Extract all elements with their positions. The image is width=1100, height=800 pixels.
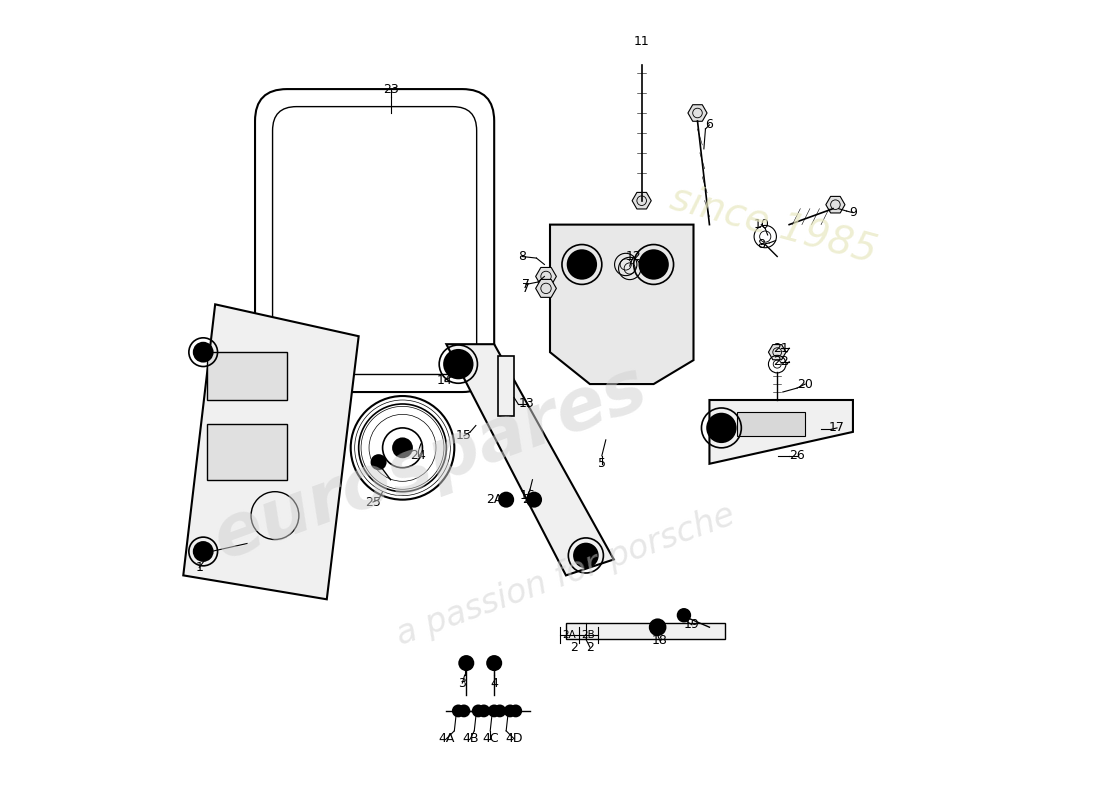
Text: a passion for porsche: a passion for porsche [392, 498, 740, 652]
Text: 2A: 2A [562, 630, 576, 640]
Polygon shape [184, 304, 359, 599]
Circle shape [650, 619, 666, 635]
Text: 4C: 4C [482, 732, 498, 746]
Text: 25: 25 [365, 495, 381, 509]
Text: 19: 19 [684, 618, 700, 631]
Circle shape [494, 706, 505, 717]
Text: 21: 21 [773, 342, 789, 354]
Polygon shape [536, 267, 557, 286]
Polygon shape [447, 344, 614, 575]
Text: 2B: 2B [521, 493, 538, 506]
Text: 14: 14 [437, 374, 452, 386]
Circle shape [707, 414, 736, 442]
Text: 10: 10 [754, 218, 769, 231]
Text: 20: 20 [798, 378, 813, 390]
Polygon shape [769, 345, 786, 360]
Text: 5: 5 [597, 458, 606, 470]
Circle shape [194, 542, 212, 561]
Circle shape [527, 493, 541, 507]
Text: 16: 16 [520, 489, 536, 502]
Circle shape [478, 706, 490, 717]
Polygon shape [737, 412, 805, 436]
Circle shape [372, 455, 386, 470]
Circle shape [510, 706, 521, 717]
Polygon shape [688, 105, 707, 122]
FancyBboxPatch shape [207, 352, 287, 400]
Text: 4: 4 [491, 677, 498, 690]
Polygon shape [550, 225, 693, 384]
Polygon shape [710, 400, 852, 464]
Text: 26: 26 [790, 450, 805, 462]
Circle shape [505, 706, 516, 717]
Text: since 1985: since 1985 [666, 178, 881, 270]
FancyBboxPatch shape [207, 424, 287, 480]
Text: 1: 1 [196, 561, 204, 574]
Circle shape [574, 543, 597, 567]
Text: 7: 7 [522, 278, 530, 291]
Circle shape [488, 706, 499, 717]
Circle shape [444, 350, 473, 378]
Circle shape [393, 438, 412, 458]
Circle shape [194, 342, 212, 362]
Text: 11: 11 [634, 34, 650, 48]
Text: 2: 2 [586, 641, 594, 654]
Circle shape [568, 250, 596, 279]
Text: 12: 12 [626, 250, 641, 263]
Circle shape [639, 250, 668, 279]
Text: 13: 13 [518, 398, 534, 410]
Text: 4B: 4B [462, 732, 478, 746]
Polygon shape [498, 356, 514, 416]
Text: 23: 23 [383, 82, 398, 95]
Text: 3: 3 [459, 677, 466, 690]
Text: 8: 8 [757, 238, 766, 251]
Circle shape [487, 656, 502, 670]
Circle shape [453, 706, 464, 717]
Polygon shape [565, 623, 725, 639]
Text: 2: 2 [570, 641, 578, 654]
Text: 7: 7 [522, 282, 530, 295]
Polygon shape [826, 196, 845, 213]
Circle shape [499, 493, 514, 507]
Circle shape [459, 706, 470, 717]
Text: 15: 15 [456, 430, 472, 442]
Text: 22: 22 [773, 355, 789, 368]
Circle shape [459, 656, 473, 670]
Polygon shape [536, 279, 557, 298]
Text: 24: 24 [410, 450, 427, 462]
Text: 8: 8 [518, 250, 526, 263]
Circle shape [678, 609, 691, 622]
Text: 17: 17 [829, 422, 845, 434]
Text: 18: 18 [652, 634, 668, 647]
Text: 4A: 4A [438, 732, 454, 746]
Text: 2B: 2B [582, 630, 595, 640]
Polygon shape [632, 193, 651, 209]
Text: eurospares: eurospares [204, 354, 657, 574]
Text: 6: 6 [705, 118, 714, 131]
Text: 2A: 2A [486, 493, 503, 506]
Circle shape [473, 706, 484, 717]
FancyBboxPatch shape [255, 89, 494, 392]
FancyBboxPatch shape [273, 106, 476, 374]
Text: 9: 9 [849, 206, 857, 219]
Text: 4D: 4D [505, 732, 522, 746]
